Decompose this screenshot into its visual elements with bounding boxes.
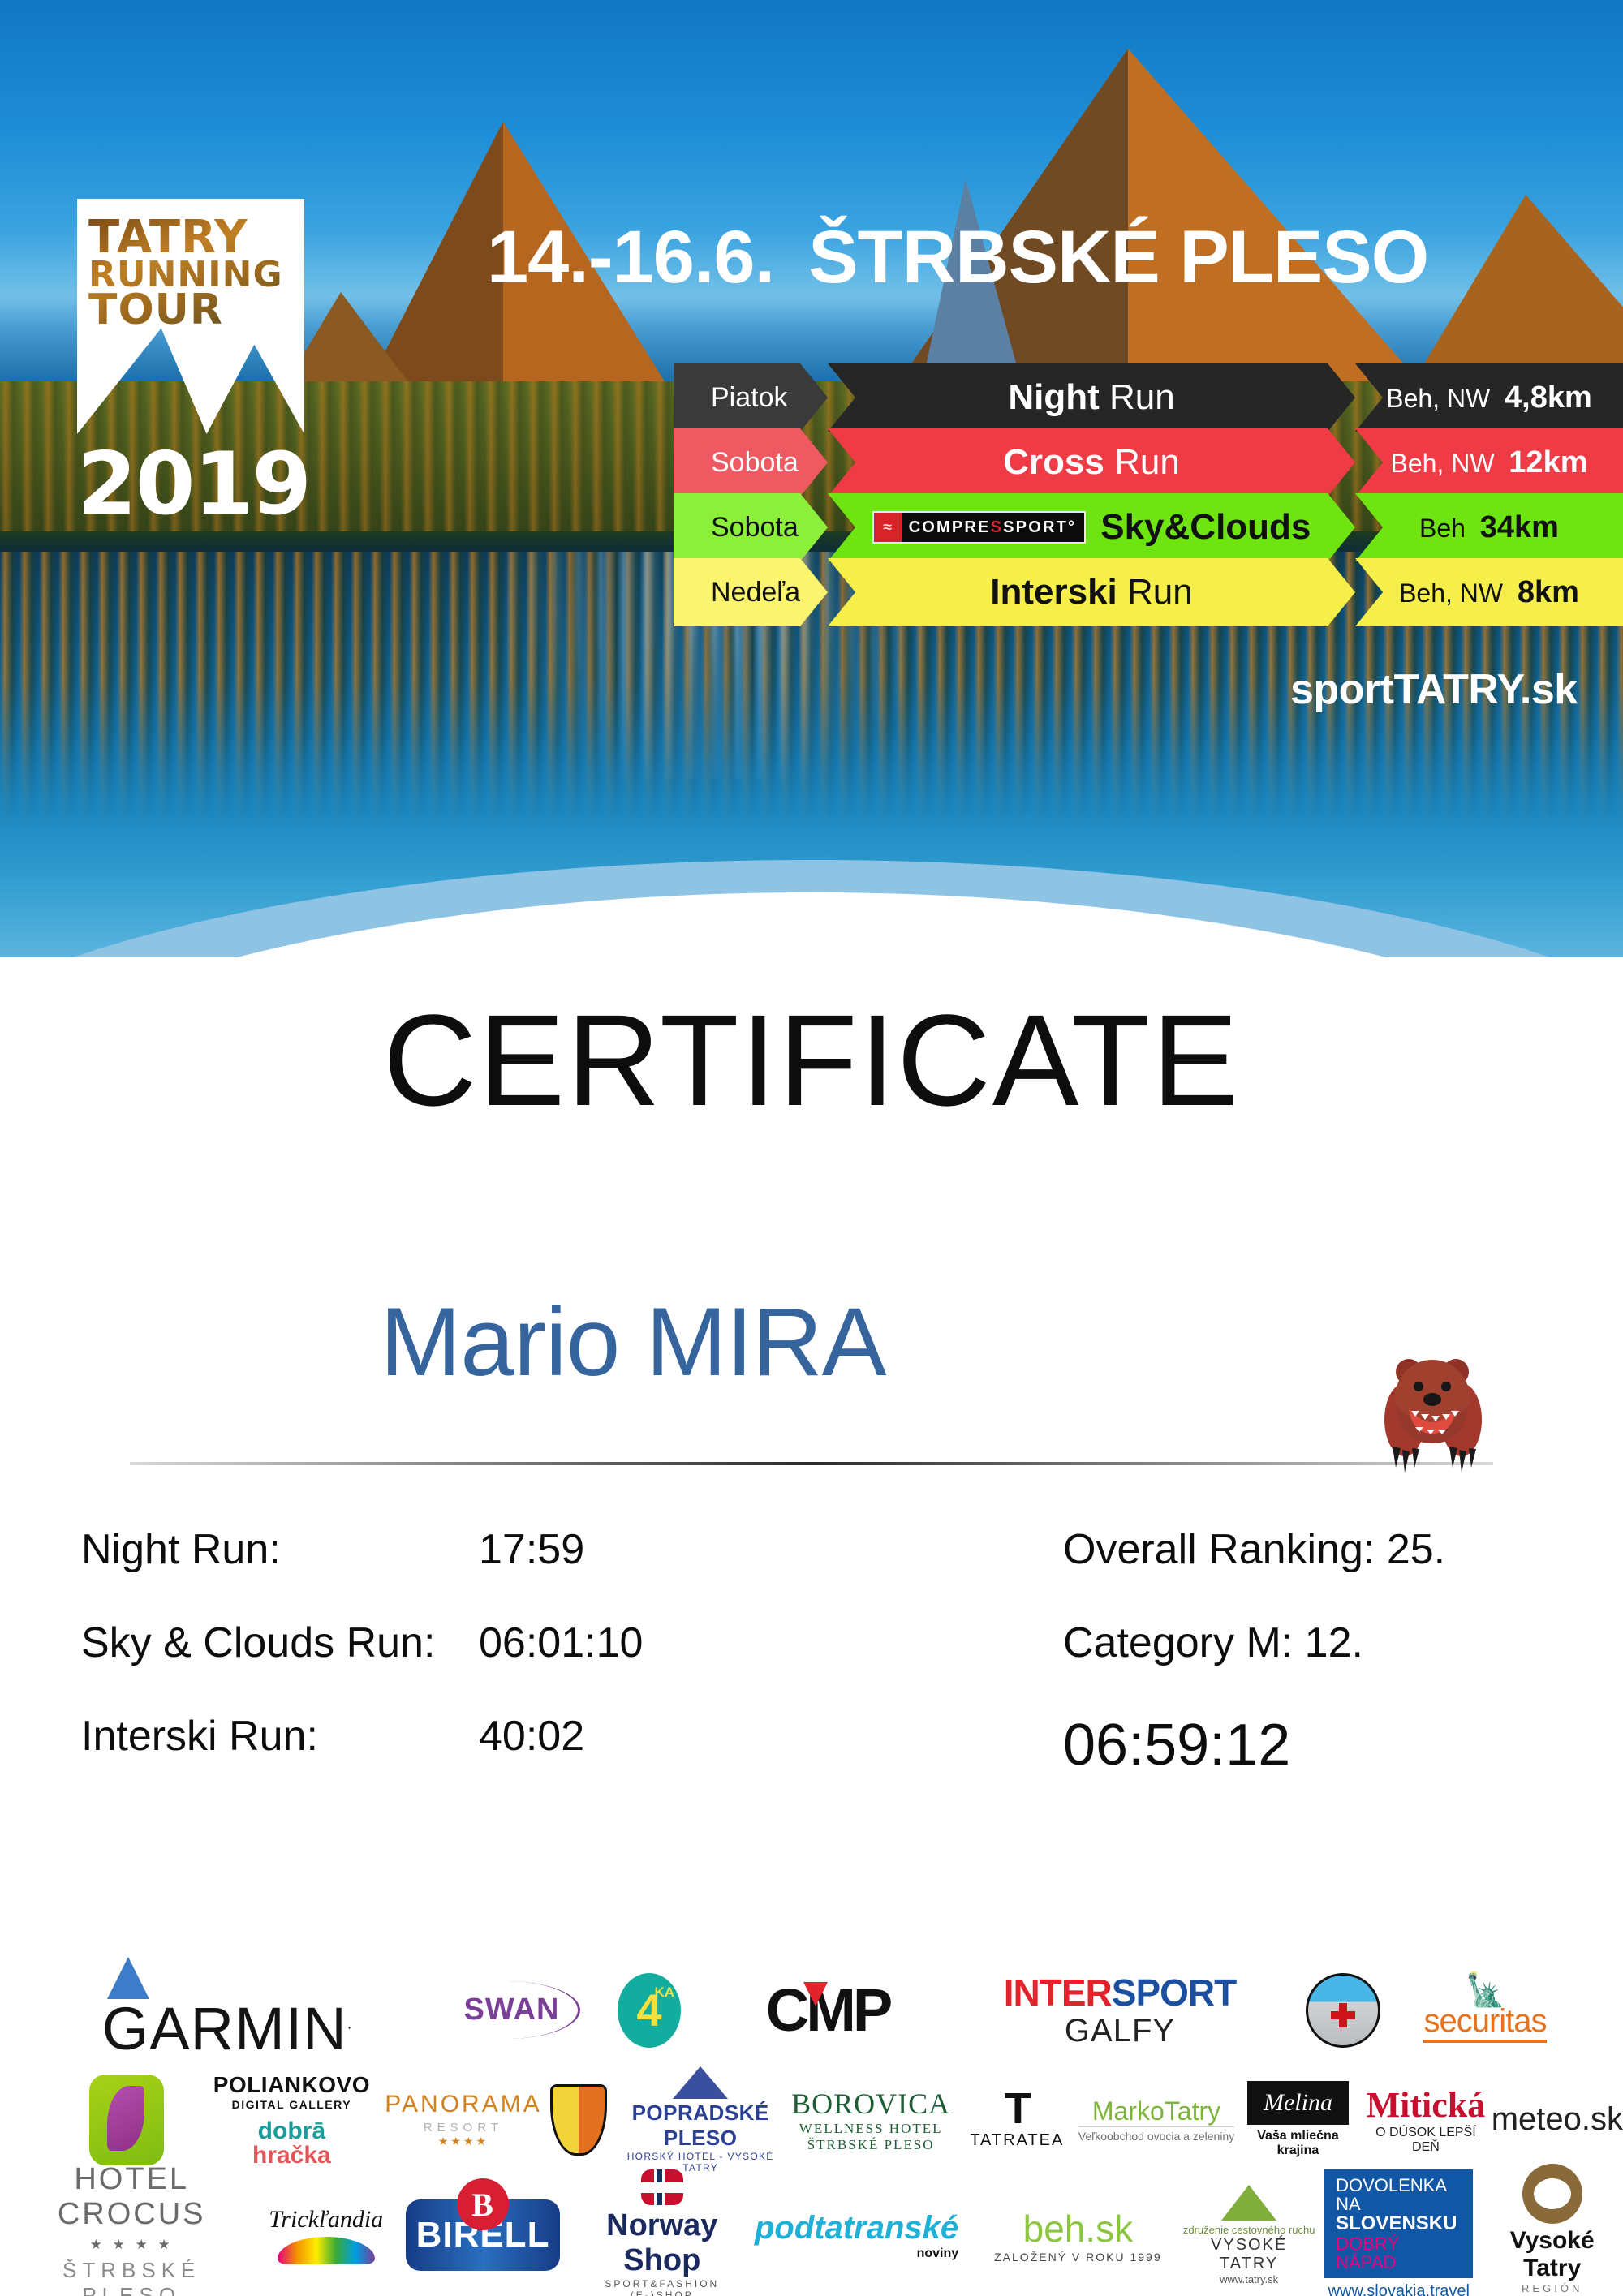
result-row: Interski Run: 40:02 06:59:12	[0, 1712, 1623, 1805]
schedule-race-name: ≈ COMPRESSPORT° Sky&Clouds	[828, 493, 1355, 561]
tatry-running-tour-logo: TATRY RUNNING TOUR 2019	[77, 199, 312, 534]
sponsor-row-1: GARMIN. SWAN 4 KA CMP INTERSPORT GALFY	[0, 1957, 1623, 2063]
sponsor-trickandia: Trickľandia	[255, 2206, 397, 2264]
rainbow-ribbon-icon	[277, 2237, 375, 2264]
overall-ranking: Overall Ranking: 25.	[1063, 1526, 1446, 1573]
schedule-row-night-run: Piatok Night Run Beh, NW 4,8km	[674, 363, 1623, 432]
result-label-interski: Interski Run:	[81, 1713, 318, 1760]
schedule-race-name: Cross Run	[828, 428, 1355, 497]
schedule-race-name: Interski Run	[828, 558, 1355, 626]
event-website[interactable]: sportTATRY.sk	[1290, 666, 1578, 713]
garmin-triangle-icon	[107, 1957, 149, 1999]
event-location: ŠTRBSKÉ PLESO	[808, 216, 1429, 299]
sponsor-region-vysoke-tatry: Vysoké Tatry REGIÓN www.regiontatry.sk	[1481, 2163, 1623, 2296]
category-ranking: Category M: 12.	[1063, 1619, 1363, 1666]
schedule-race-name: Night Run	[828, 363, 1355, 432]
red-cross-icon	[1331, 2003, 1355, 2028]
compressport-wordmark: COMPRESSPORT°	[908, 518, 1077, 536]
sponsor-marko-tatry: MarkoTatry Veľkoobchod ovocia a zeleniny	[1078, 2096, 1235, 2143]
logo-line-3: TOUR	[88, 285, 223, 334]
sponsor-meteo-sk: meteo.sk	[1491, 2101, 1623, 2137]
logo-line-1: TATRY	[88, 211, 248, 264]
birell-mark-icon: B	[457, 2178, 510, 2230]
schedule-row-interski-run: Nedeľa Interski Run Beh, NW 8km	[674, 558, 1623, 626]
schedule-row-cross-run: Sobota Cross Run Beh, NW 12km	[674, 428, 1623, 497]
sponsor-hotel-crocus	[41, 2074, 213, 2165]
race-schedule: Piatok Night Run Beh, NW 4,8km Sobota Cr…	[674, 363, 1623, 626]
schedule-day: Nedeľa	[674, 558, 828, 626]
sponsor-tatratea: T TATRATEA	[970, 2083, 1065, 2150]
sponsors-section: GARMIN. SWAN 4 KA CMP INTERSPORT GALFY	[0, 1957, 1623, 2296]
sponsor-row-3: HOTEL CROCUS ★ ★ ★ ★ ŠTRBSKÉ PLESO Trick…	[0, 2162, 1623, 2296]
sponsor-melina: Melina Vaša mliečna krajina	[1236, 2081, 1360, 2158]
sponsor-beh-sk: beh.sk ZALOŽENÝ V ROKU 1999	[994, 2208, 1162, 2264]
schedule-meta: Beh 34km	[1355, 493, 1623, 561]
sponsor-borovica: BOROVICA WELLNESS HOTEL ŠTRBSKÉ PLESO	[791, 2087, 951, 2152]
sponsor-vysoke-tatry-zcr: združenie cestovného ruchu VYSOKÉ TATRY …	[1182, 2185, 1316, 2285]
result-label-night-run: Night Run:	[81, 1526, 281, 1573]
results-section: Night Run: 17:59 Overall Ranking: 25. Sk…	[0, 1525, 1623, 1805]
sponsor-dobra-hracka: dobrā hračka	[252, 2117, 331, 2169]
event-headline: 14.-16.6. ŠTRBSKÉ PLESO	[487, 215, 1623, 300]
compressport-logo: ≈ COMPRESSPORT°	[872, 511, 1087, 544]
sponsor-intersport-galfy: INTERSPORT GALFY	[1003, 1971, 1237, 2049]
schedule-day: Piatok	[674, 363, 828, 432]
sponsor-miticka: Mitická O DÚSOK LEPŠÍ DEŇ	[1366, 2085, 1486, 2154]
bear-mascot-icon	[1384, 1359, 1482, 1473]
schedule-day: Sobota	[674, 428, 828, 497]
eagle-icon: 🗽	[1465, 1972, 1506, 2008]
sponsor-norway-shop: Norway Shop SPORT&FASHION (E-)SHOP	[577, 2169, 747, 2296]
cmp-triangle-icon	[803, 1982, 828, 2006]
sponsor-panorama-resort: PANORAMA RESORT ★★★★	[385, 2091, 542, 2148]
sponsor-4ka: 4 KA	[601, 1972, 698, 2048]
sponsor-row-2: POLIANKOVO DIGITAL GALLERY dobrā hračka …	[0, 2061, 1623, 2178]
shield-icon	[549, 2083, 607, 2156]
sponsor-garmin: GARMIN.	[57, 1957, 398, 2063]
logo-wordmark: TATRY RUNNING TOUR	[88, 217, 293, 330]
mountain-icon	[1221, 2185, 1277, 2221]
sponsor-poliankovo: POLIANKOVO DIGITAL GALLERY dobrā hračka	[213, 2071, 370, 2169]
sponsor-birell: B BIRELL	[405, 2178, 561, 2271]
sponsor-sliezsky-dom	[540, 2083, 617, 2156]
event-dates: 14.-16.6.	[487, 216, 775, 299]
result-label-sky-clouds: Sky & Clouds Run:	[81, 1619, 436, 1666]
schedule-meta: Beh, NW 8km	[1355, 558, 1623, 626]
sponsor-swan: SWAN	[446, 1981, 592, 2039]
result-row: Sky & Clouds Run: 06:01:10 Category M: 1…	[0, 1619, 1623, 1712]
sponsor-cmp: CMP	[765, 1976, 893, 2044]
tatratea-glyph-icon: T	[1004, 2083, 1031, 2133]
sponsor-tanap-horska-sluzba	[1290, 1972, 1396, 2048]
sponsor-hotel-crocus-text: HOTEL CROCUS ★ ★ ★ ★ ŠTRBSKÉ PLESO	[57, 2162, 206, 2296]
sponsor-slovakia-travel: DOVOLENKA NA SLOVENSKU DOBRÝ NÁPAD www.s…	[1324, 2169, 1474, 2296]
result-value-sky-clouds: 06:01:10	[479, 1619, 644, 1666]
compressport-mark-icon: ≈	[874, 513, 902, 542]
schedule-meta: Beh, NW 4,8km	[1355, 363, 1623, 432]
norway-flag-icon	[640, 2169, 683, 2205]
crocus-flower-icon	[89, 2074, 165, 2165]
schedule-meta: Beh, NW 12km	[1355, 428, 1623, 497]
logo-year: 2019	[77, 434, 312, 534]
divider	[130, 1462, 1493, 1465]
sponsor-podtatranske-noviny: podtatranské noviny	[754, 2209, 959, 2260]
mountain-icon	[673, 2066, 729, 2099]
sun-mountain-icon	[1522, 2163, 1582, 2224]
schedule-row-sky-clouds: Sobota ≈ COMPRESSPORT° Sky&Clouds Beh 34…	[674, 493, 1623, 561]
page-title: CERTIFICATE	[382, 987, 1241, 1133]
result-value-night-run: 17:59	[479, 1526, 585, 1573]
result-value-interski: 40:02	[479, 1713, 585, 1760]
athlete-name: Mario MIRA	[380, 1288, 886, 1396]
total-time: 06:59:12	[1063, 1713, 1291, 1778]
sponsor-popradske-pleso: POPRADSKÉ PLESO HORSKÝ HOTEL - VYSOKÉ TA…	[625, 2066, 777, 2173]
sponsor-securitas: 🗽 securitas	[1404, 1972, 1566, 2043]
schedule-day: Sobota	[674, 493, 828, 561]
result-row: Night Run: 17:59 Overall Ranking: 25.	[0, 1525, 1623, 1619]
